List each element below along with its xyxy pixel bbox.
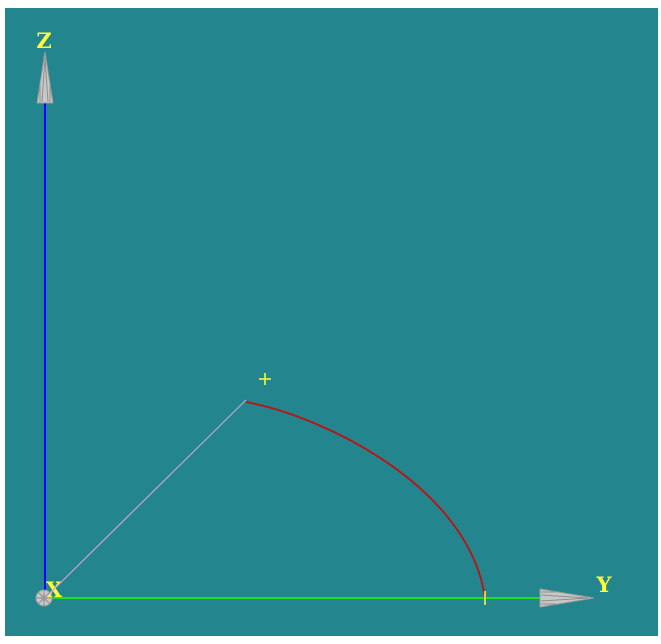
radial-construction-line[interactable] — [44, 399, 247, 599]
x-axis-arrow — [35, 589, 53, 607]
z-axis-arrow — [36, 51, 54, 104]
arc-center-marker[interactable] — [259, 373, 271, 385]
z-axis-label: Z — [36, 28, 51, 53]
y-axis-arrow — [539, 588, 595, 608]
viewport-background[interactable] — [5, 8, 658, 636]
arc-curve[interactable] — [245, 401, 486, 599]
y-axis-label: Y — [596, 572, 613, 597]
